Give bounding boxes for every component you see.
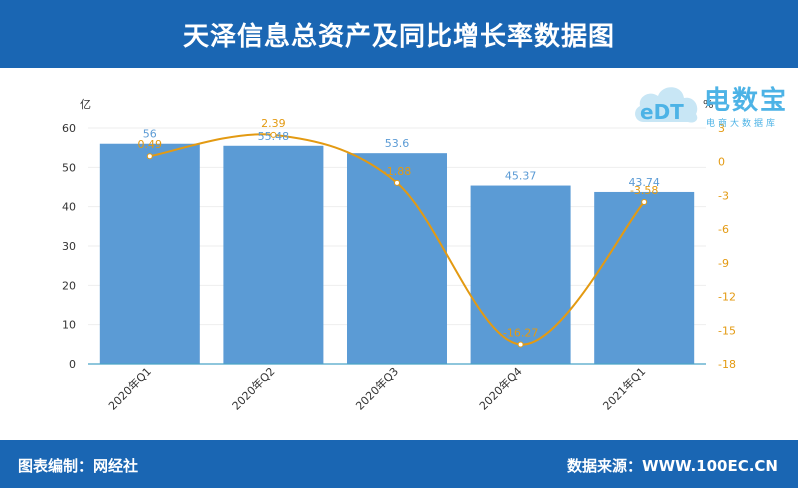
line-point — [394, 179, 400, 186]
y-left-tick-label: 10 — [62, 319, 76, 332]
line-value-label: 2.39 — [261, 117, 286, 130]
x-tick-label: 2020年Q2 — [229, 364, 278, 413]
bar-value-label: 53.6 — [385, 137, 410, 150]
line-point — [641, 198, 648, 205]
line-value-label: -1.88 — [383, 165, 411, 178]
bar-value-label: 56 — [143, 128, 157, 141]
y-left-tick-label: 60 — [62, 122, 76, 135]
watermark-title: 电数宝 — [704, 86, 789, 116]
bar — [470, 185, 571, 364]
watermark-logo: eDT 电数宝 电商大数据库 — [630, 74, 795, 136]
x-tick-label: 2020年Q1 — [105, 364, 154, 413]
y-right-tick-label: 0 — [718, 156, 725, 169]
y-right-tick-label: -3 — [718, 189, 729, 202]
watermark-subtitle: 电商大数据库 — [706, 119, 779, 129]
y-left-tick-label: 50 — [62, 161, 76, 174]
y-right-tick-label: -18 — [718, 358, 736, 371]
bar — [223, 145, 324, 364]
y-left-unit: 亿 — [80, 98, 91, 111]
y-right-ticks: 3 0 -3 -6 -9 -12 -15 -18 — [718, 122, 736, 371]
y-right-tick-label: -9 — [718, 257, 729, 270]
y-right-unit: % — [703, 98, 713, 111]
bar — [594, 191, 695, 364]
bar — [347, 153, 447, 364]
bar-value-labels: 56 55.48 53.6 45.37 43.74 — [143, 128, 660, 189]
watermark-icon-text: eDT — [640, 100, 684, 124]
line-value-label: -3.58 — [630, 184, 658, 197]
bar-value-label: 55.48 — [258, 130, 290, 143]
line-point — [270, 131, 277, 138]
y-right-tick-label: -12 — [718, 291, 736, 304]
footer-source: 数据来源：WWW.100EC.CN — [567, 457, 778, 475]
x-tick-label: 2020年Q4 — [476, 364, 525, 413]
bar — [99, 143, 200, 364]
y-left-tick-label: 20 — [62, 279, 76, 292]
chart-header: 天泽信息总资产及同比增长率数据图 — [0, 0, 798, 68]
line-point — [146, 153, 153, 160]
growth-line — [149, 133, 645, 346]
bar-series — [99, 143, 695, 364]
line-value-labels: 0.49 2.39 -1.88 -16.27 -3.58 — [138, 117, 659, 340]
y-left-tick-label: 40 — [62, 201, 76, 214]
chart-title: 天泽信息总资产及同比增长率数据图 — [182, 21, 615, 52]
line-value-label: -16.27 — [503, 327, 538, 340]
line-point — [517, 341, 524, 348]
chart-footer: 图表编制：网经社 数据来源：WWW.100EC.CN — [0, 440, 798, 488]
cloud-icon: eDT — [635, 87, 698, 124]
y-left-ticks: 0 10 20 30 40 50 60 — [62, 122, 76, 371]
y-right-tick-label: -15 — [718, 324, 736, 337]
line-series — [146, 131, 648, 348]
y-left-tick-label: 30 — [62, 240, 76, 253]
x-tick-label: 2021年Q1 — [600, 364, 649, 413]
x-tick-label: 2020年Q3 — [353, 364, 402, 413]
bar-value-label: 45.37 — [505, 170, 537, 183]
y-right-tick-label: -6 — [718, 223, 729, 236]
bar-value-label: 43.74 — [628, 176, 660, 189]
x-ticks: 2020年Q1 2020年Q2 2020年Q3 2020年Q4 2021年Q1 — [105, 364, 648, 413]
line-value-label: 0.49 — [138, 138, 163, 151]
footer-credit: 图表编制：网经社 — [18, 457, 139, 475]
y-right-tick-label: 3 — [718, 122, 725, 135]
y-left-tick-label: 0 — [69, 358, 76, 371]
